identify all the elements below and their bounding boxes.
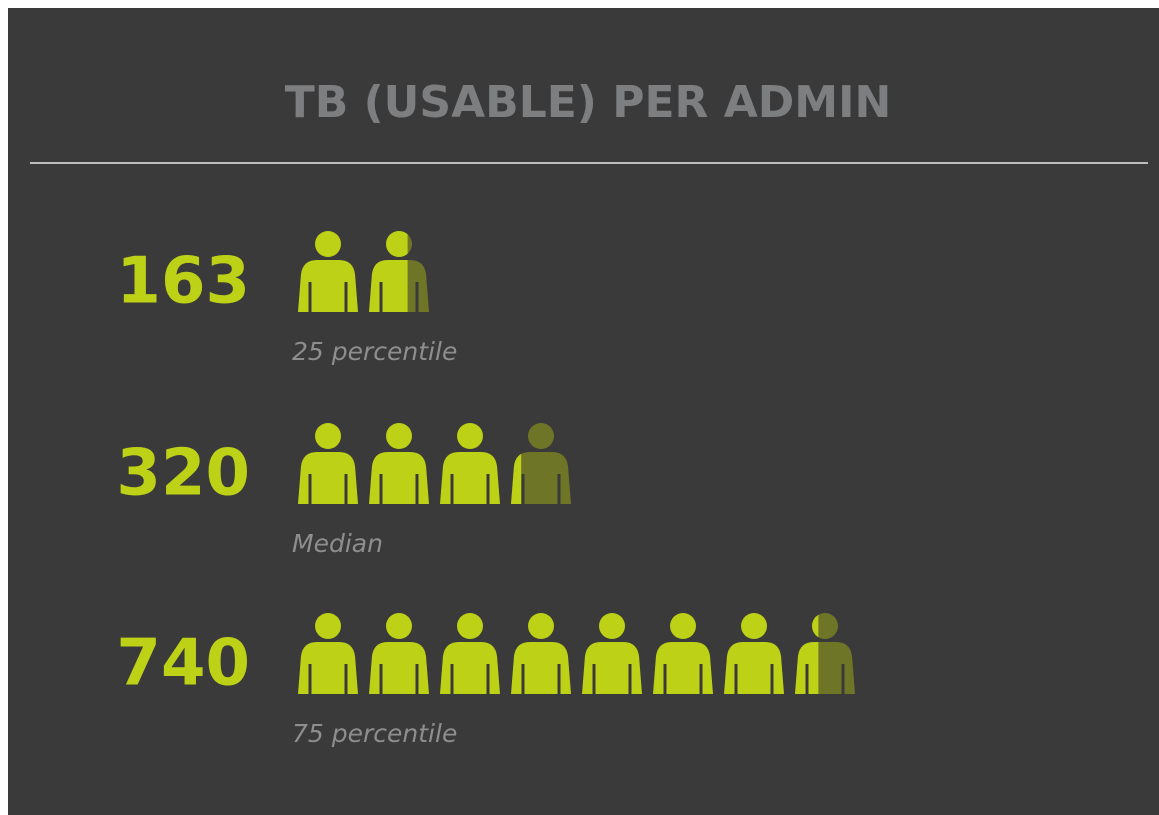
person-icon	[724, 613, 784, 695]
person-icon	[795, 613, 855, 695]
icon-head	[812, 613, 838, 639]
icon-head	[741, 613, 767, 639]
value-label: 740	[116, 627, 250, 701]
icon-body	[369, 642, 429, 694]
icon-body	[369, 260, 408, 312]
icon-head	[670, 613, 696, 639]
value-label: 320	[116, 437, 250, 511]
icon-head	[315, 613, 341, 639]
icon-row	[298, 231, 429, 313]
person-icon	[440, 613, 500, 695]
icon-head	[315, 423, 341, 449]
icon-body	[724, 642, 784, 694]
person-icon	[511, 423, 571, 505]
icon-body	[369, 452, 429, 504]
icon-fill	[369, 423, 429, 505]
category-label: Median	[292, 529, 383, 558]
icon-body	[440, 452, 500, 504]
icon-fill	[369, 231, 408, 313]
person-icon	[511, 613, 571, 695]
icon-body	[511, 642, 571, 694]
icon-body	[298, 260, 358, 312]
icon-fill	[298, 613, 358, 695]
icon-head	[386, 231, 408, 257]
icon-body	[653, 642, 713, 694]
person-icon	[582, 613, 642, 695]
icon-fill	[298, 423, 358, 505]
person-icon	[369, 423, 429, 505]
icon-row	[298, 423, 571, 505]
icon-body	[511, 453, 522, 504]
icon-head	[457, 423, 483, 449]
person-icon	[369, 231, 429, 313]
icon-fill	[511, 453, 522, 504]
person-icon	[440, 423, 500, 505]
icon-fill	[795, 614, 819, 695]
icon-head	[528, 423, 554, 449]
icon-head	[315, 231, 341, 257]
icon-body	[582, 642, 642, 694]
icon-fill	[298, 231, 358, 313]
icon-head	[386, 423, 412, 449]
person-icon	[298, 613, 358, 695]
icon-body	[298, 452, 358, 504]
category-label: 75 percentile	[292, 719, 457, 748]
icon-dim	[511, 423, 571, 505]
category-label: 25 percentile	[292, 337, 457, 366]
icon-head	[812, 614, 819, 638]
icon-fill	[369, 613, 429, 695]
icon-fill	[724, 613, 784, 695]
icon-fill	[653, 613, 713, 695]
icon-fill	[440, 423, 500, 505]
person-icon	[298, 423, 358, 505]
icon-body	[298, 642, 358, 694]
person-icon	[298, 231, 358, 313]
icon-fill	[582, 613, 642, 695]
chart-title: TB (USABLE) PER ADMIN	[285, 77, 892, 128]
icon-fill	[440, 613, 500, 695]
value-label: 163	[116, 245, 250, 319]
icon-row	[298, 613, 855, 695]
icon-body	[511, 452, 571, 504]
person-icon	[653, 613, 713, 695]
icon-fill	[511, 613, 571, 695]
icon-head	[386, 613, 412, 639]
icon-head	[457, 613, 483, 639]
icon-head	[599, 613, 625, 639]
icon-head	[528, 613, 554, 639]
person-icon	[369, 613, 429, 695]
icon-body	[440, 642, 500, 694]
